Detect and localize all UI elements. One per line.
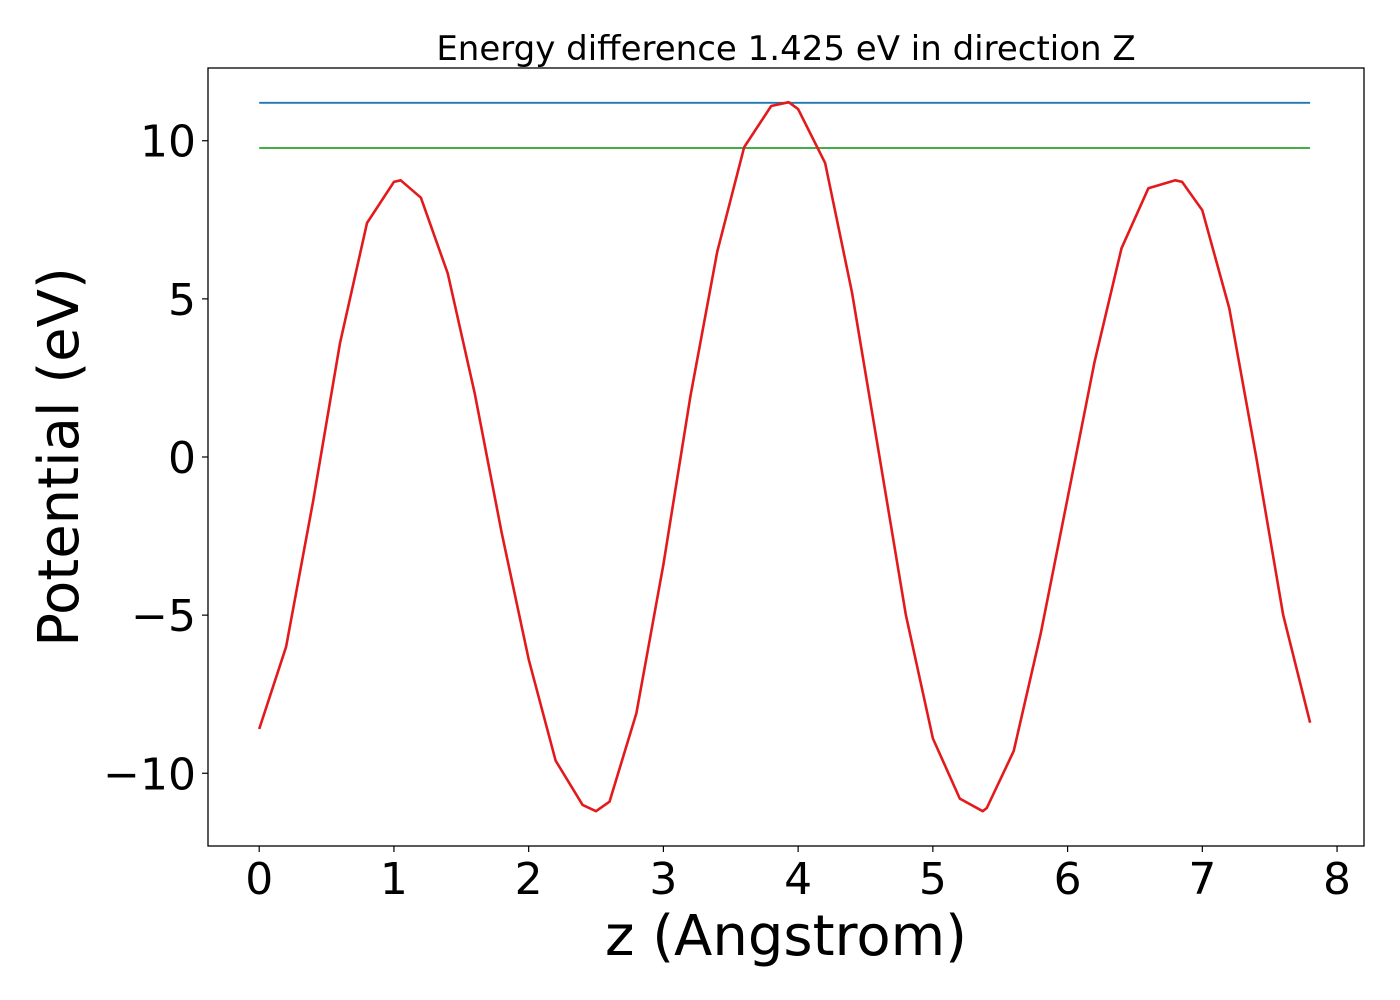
x-tick-label: 4	[784, 854, 812, 905]
x-tick-label: 6	[1054, 854, 1082, 905]
y-axis-label: Potential (eV)	[27, 267, 92, 647]
x-tick-label: 8	[1323, 854, 1351, 905]
series-line-3	[257, 100, 1312, 813]
chart-title: Energy difference 1.425 eV in direction …	[436, 29, 1135, 69]
series-layer	[257, 100, 1312, 813]
plot-frame	[207, 67, 1365, 847]
y-tick-label: −5	[131, 591, 196, 642]
x-tick-label: 7	[1188, 854, 1216, 905]
y-tick-label: 0	[168, 433, 196, 484]
y-tick-label: 10	[140, 117, 196, 168]
x-axis-label: z (Angstrom)	[605, 904, 967, 969]
x-axis-ticks: 0 1 2 3 4 5 6 7 8	[245, 846, 1351, 905]
x-tick-label: 2	[515, 854, 543, 905]
y-axis-ticks: −10 −5 0 5 10	[103, 117, 208, 800]
y-tick-label: 5	[168, 275, 196, 326]
x-tick-label: 0	[245, 854, 273, 905]
x-tick-label: 3	[649, 854, 677, 905]
x-tick-label: 1	[380, 854, 408, 905]
y-tick-label: −10	[103, 749, 196, 800]
x-tick-label: 5	[919, 854, 947, 905]
